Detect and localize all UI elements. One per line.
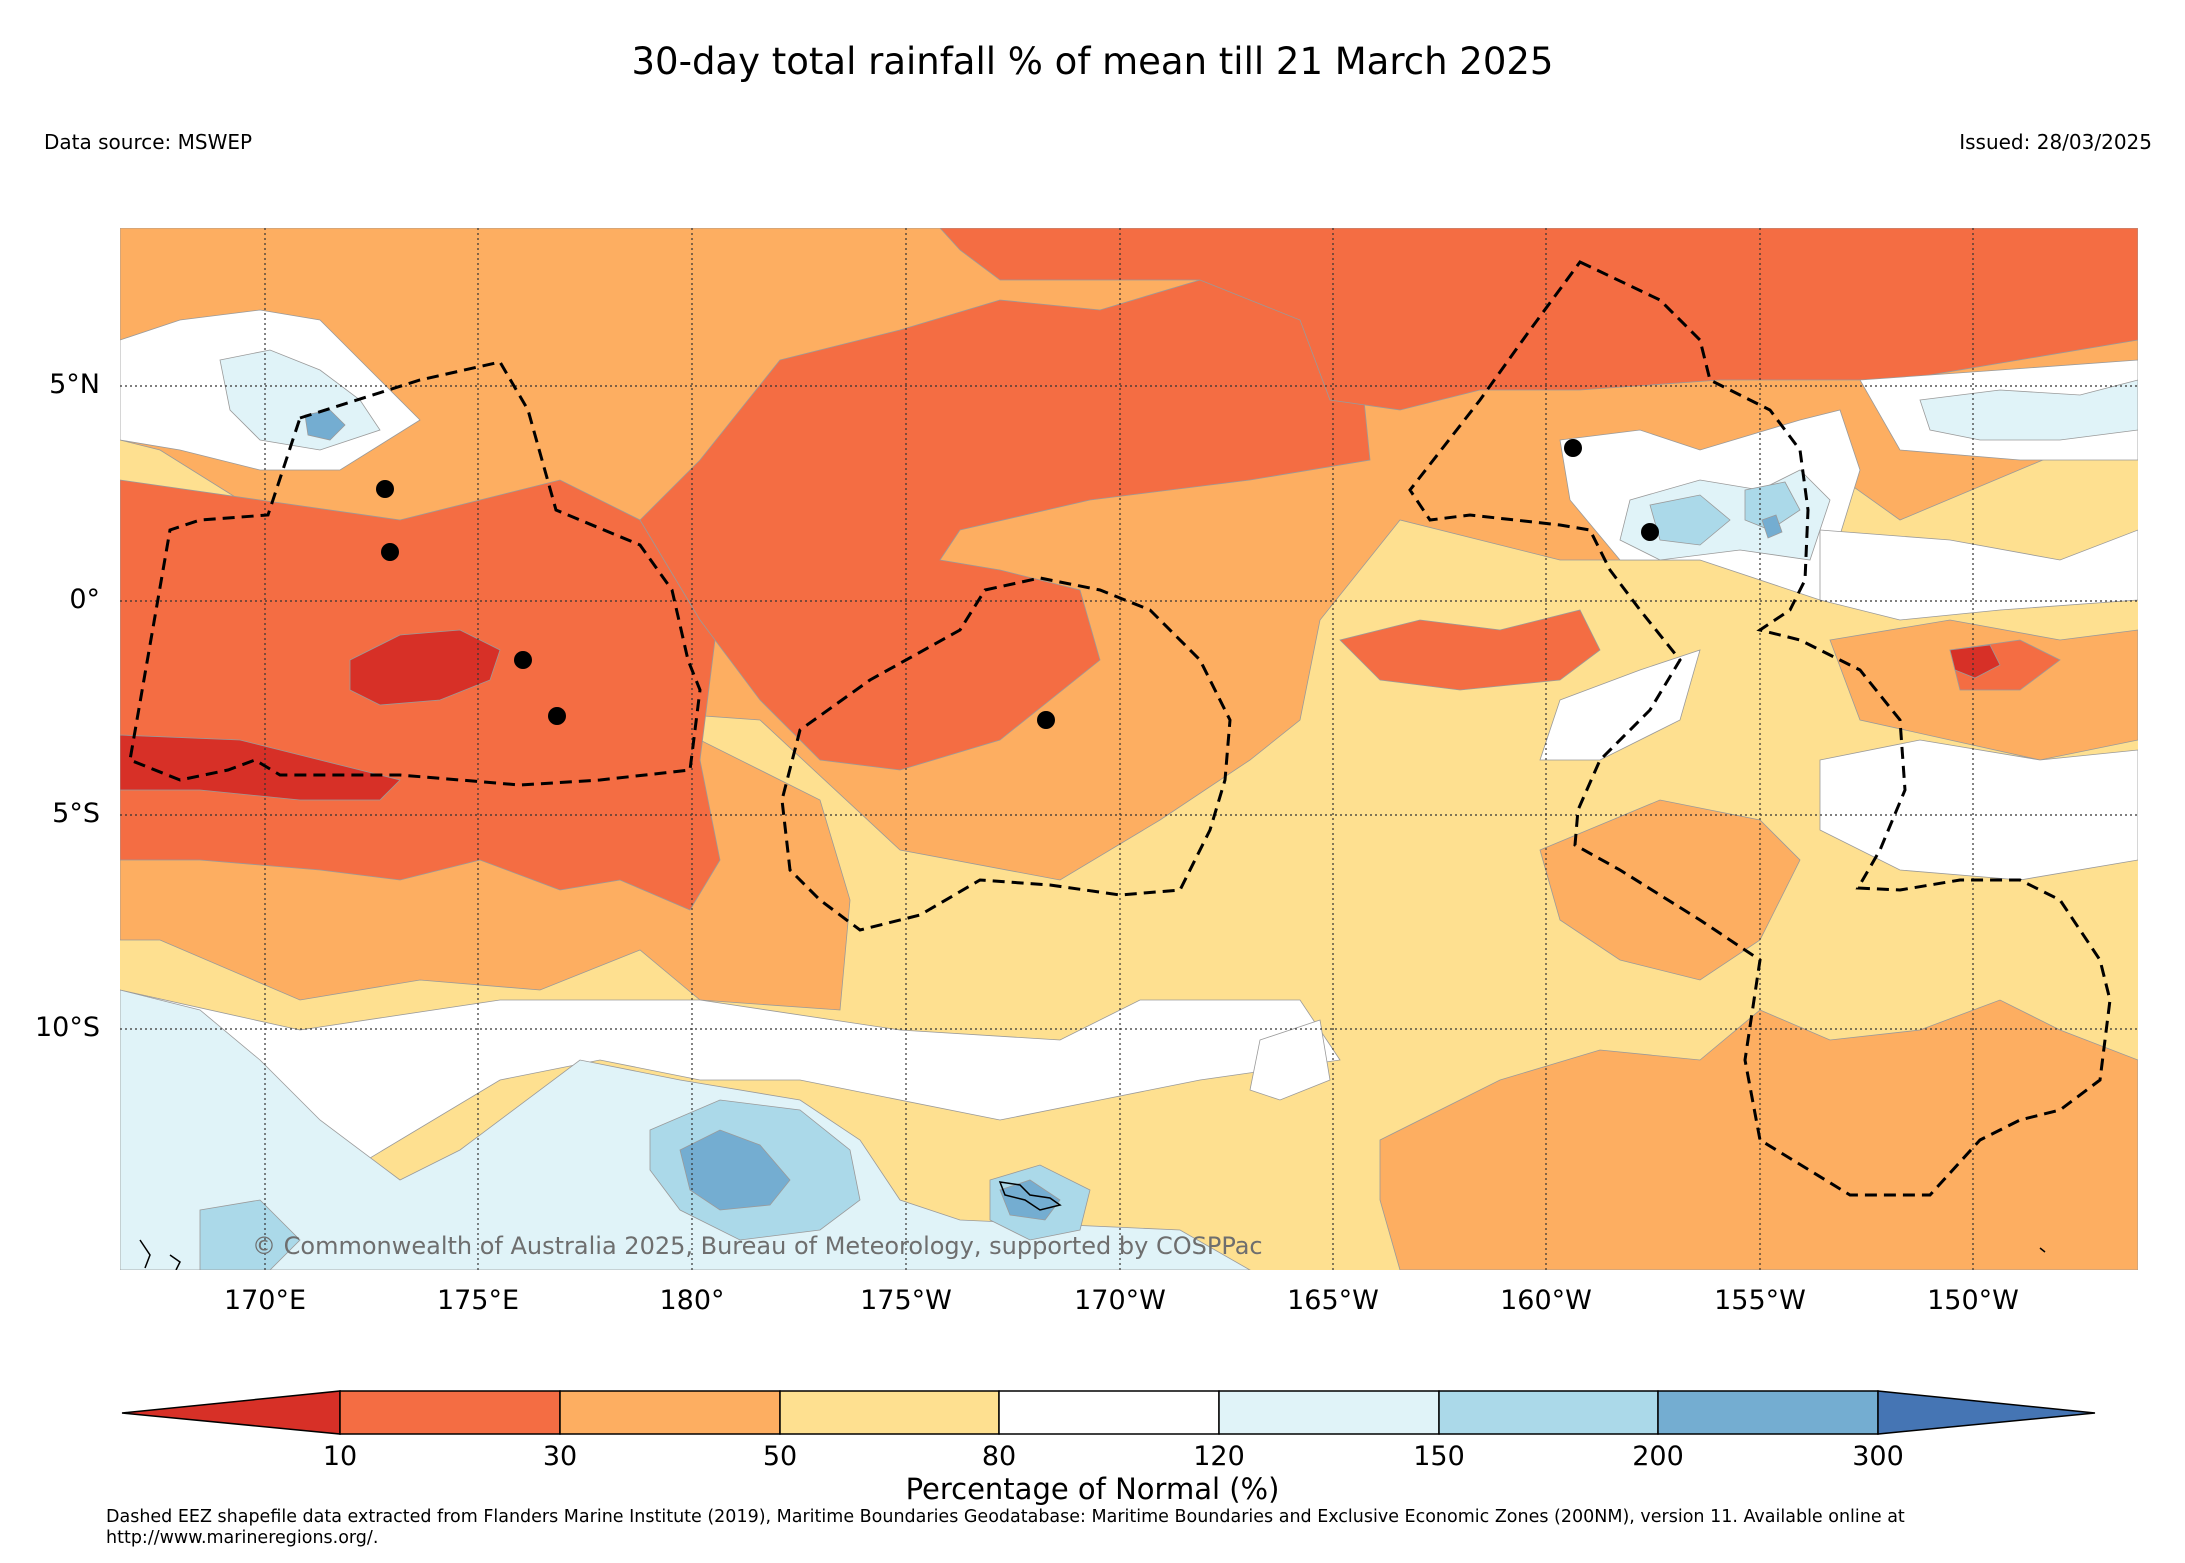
lon-label-170e: 170°E <box>223 1285 307 1316</box>
colorbar-tick-150: 150 <box>1413 1441 1465 1472</box>
colorbar-tick-200: 200 <box>1632 1441 1684 1472</box>
colorbar-title: Percentage of Normal (%) <box>905 1472 1280 1506</box>
colorbar-150-200 <box>1438 1390 1659 1435</box>
zone-200-300-north-east <box>1761 514 1783 539</box>
colorbar-200-300 <box>1657 1390 1879 1435</box>
zone-lt10-kiribati <box>349 629 501 706</box>
eez-phoenix-islands <box>780 576 1232 932</box>
colorbar-tick-80: 80 <box>981 1441 1017 1472</box>
colorbar-tick-300: 300 <box>1852 1441 1904 1472</box>
colorbar-tick-120: 120 <box>1193 1441 1245 1472</box>
colorbar-30-50 <box>559 1390 781 1435</box>
zone-80-120-east-mid <box>1539 649 1701 761</box>
lon-label-175e: 175°E <box>436 1285 520 1316</box>
zone-200-300-south-2 <box>999 1179 1061 1221</box>
colorbar <box>121 1390 2096 1435</box>
zone-10-30-central <box>639 279 1371 771</box>
zone-150-200-north-east-2 <box>1744 481 1801 531</box>
colorbar-120-150 <box>1218 1390 1440 1435</box>
lat-label-5s: 5°S <box>52 798 100 829</box>
lon-label-170w: 170°W <box>1074 1285 1166 1316</box>
lon-label-155w: 155°W <box>1714 1285 1806 1316</box>
coastlines <box>139 1181 2046 1270</box>
zone-lt10-west <box>120 734 401 801</box>
copyright-notice: © Commonwealth of Australia 2025, Bureau… <box>252 1232 1263 1260</box>
map-area <box>120 228 2138 1270</box>
eez-gilbert-islands <box>128 360 702 787</box>
colorbar-lt10 <box>121 1390 341 1435</box>
colorbar-tick-30: 30 <box>542 1441 578 1472</box>
lon-label-160w: 160°W <box>1500 1285 1592 1316</box>
footnote: Dashed EEZ shapefile data extracted from… <box>106 1507 1905 1548</box>
eez-line-islands <box>1408 260 2112 1197</box>
lat-label-5n: 5°N <box>49 369 100 400</box>
lon-label-175w: 175°W <box>860 1285 952 1316</box>
zone-10-30-east-patch <box>1339 609 1601 691</box>
lat-label-10s: 10°S <box>35 1012 100 1043</box>
island-markers <box>376 439 1659 729</box>
lon-label-180: 180° <box>659 1285 725 1316</box>
lat-label-0: 0° <box>69 584 100 615</box>
zone-200-300-south <box>679 1129 791 1211</box>
zone-80-120-east-band <box>1819 529 2138 621</box>
colorbar-80-120 <box>998 1390 1220 1435</box>
lon-label-150w: 150°W <box>1927 1285 2019 1316</box>
colorbar-50-80 <box>779 1390 1000 1435</box>
data-source: Data source: MSWEP <box>44 130 253 154</box>
colorbar-gt300 <box>1877 1390 2096 1435</box>
issued-date: Issued: 28/03/2025 <box>1959 130 2152 154</box>
zone-80-120-far-east-mid <box>1819 739 2138 881</box>
colorbar-tick-10: 10 <box>322 1441 358 1472</box>
zone-150-200-south-west <box>199 1199 301 1270</box>
colorbar-10-30 <box>339 1390 561 1435</box>
zone-120-150-far-east <box>1919 379 2138 441</box>
page-title: 30-day total rainfall % of mean till 21 … <box>631 40 1554 83</box>
zone-lt10-east <box>1949 644 2001 679</box>
colorbar-tick-50: 50 <box>762 1441 798 1472</box>
zone-80-120-south-islands <box>1249 1019 1331 1101</box>
lon-label-165w: 165°W <box>1287 1285 1379 1316</box>
eez-boundaries <box>128 260 2112 1197</box>
map-grid <box>120 228 2138 1270</box>
